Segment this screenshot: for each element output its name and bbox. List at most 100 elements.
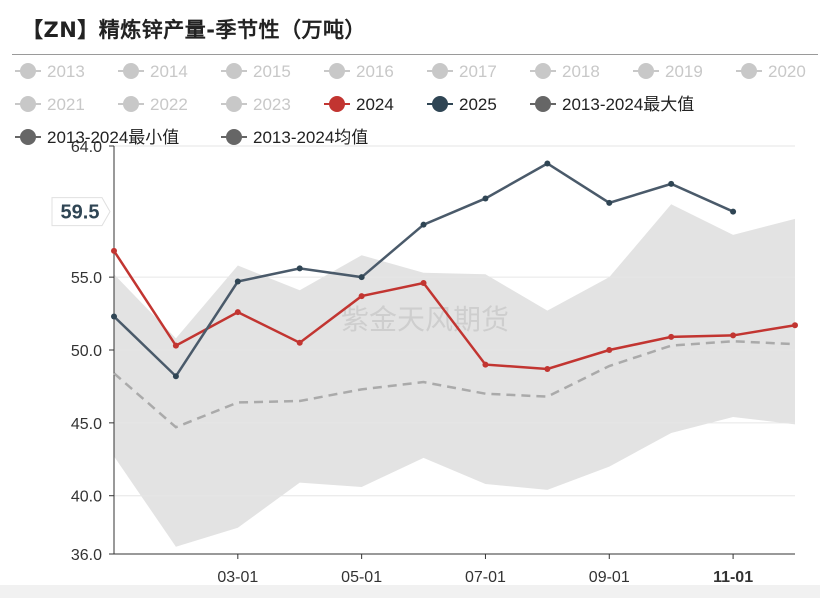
x-tick-label: 05-01 [341,569,382,585]
max-min-band [114,204,795,547]
legend-label: 2013 [47,62,85,81]
point-2024-08-01 [544,365,551,372]
axis-pointer: 59.5 [51,197,111,227]
legend-item-2015[interactable]: 2015 [221,62,291,81]
point-2024-02-01 [172,342,179,349]
legend-item-2018[interactable]: 2018 [530,62,600,81]
legend-marker-icon [20,96,36,112]
legend-label: 2020 [768,62,806,81]
legend-item-2021[interactable]: 2021 [15,95,85,114]
legend-marker-icon [329,63,345,79]
point-2024-10-01 [668,333,675,340]
point-2024-04-01 [296,339,303,346]
point-2025-07-01 [482,195,489,202]
point-2024-03-01 [234,309,241,316]
point-2025-06-01 [420,221,427,228]
legend-label: 2015 [253,62,291,81]
point-2025-11-01 [730,208,737,215]
legend-label: 2019 [665,62,703,81]
legend-item-2013[interactable]: 2013 [15,62,85,81]
legend-label: 2025 [459,95,497,114]
series-average [113,340,796,429]
legend-label: 2013-2024均值 [253,128,368,147]
legend-label: 2018 [562,62,600,81]
point-2025-09-01 [606,199,613,206]
average-line [113,340,796,429]
legend-item-2017[interactable]: 2017 [427,62,497,81]
legend-label: 2022 [150,95,188,114]
y-tick-label: 55.0 [71,270,102,287]
legend-item-2022[interactable]: 2022 [118,95,188,114]
point-2024-12-01 [792,322,798,329]
legend-item-2016[interactable]: 2016 [324,62,394,81]
legend-item-2014[interactable]: 2014 [118,62,188,81]
legend-marker-icon [432,96,448,112]
legend-marker-icon [123,96,139,112]
series-line-2024 [112,250,796,371]
legend-item-2025[interactable]: 2025 [427,95,497,114]
seasonal-line-chart: 2013 2014 2015 2016 2017 2018 2019 2020 2021 2022… [15,62,806,585]
point-2025-04-01 [296,265,303,272]
legend-label: 2013-2024最大值 [562,95,694,114]
y-tick-label: 36.0 [71,547,102,564]
series-lines [111,160,798,380]
point-2025-05-01 [358,274,365,281]
legend-item-2024[interactable]: 2024 [324,95,394,114]
point-2025-10-01 [668,180,675,187]
legend-marker-icon [432,63,448,79]
watermark: 紫金天风期货 [341,303,509,336]
y-tick-label: 64.0 [71,139,102,156]
pointer-label-text: 59.5 [61,202,100,224]
max-min-area [114,204,795,547]
x-tick-label: 11-01 [713,569,753,585]
legend-marker-icon [123,63,139,79]
point-2024-07-01 [482,361,489,368]
x-tick-label: 07-01 [465,569,506,585]
legend-item-2013-2024均值[interactable]: 2013-2024均值 [221,128,368,147]
legend-marker-icon [535,63,551,79]
point-2024-06-01 [420,279,427,286]
y-tick-label: 40.0 [71,489,102,506]
legend-item-2020[interactable]: 2020 [736,62,806,81]
legend-label: 2017 [459,62,497,81]
title-divider [12,54,818,55]
point-2024-11-01 [730,332,737,339]
chart-axes: 36.0 40.0 45.0 50.0 55.0 64.0 03-01 05-01 07-01 0… [71,139,795,585]
legend-marker-icon [741,63,757,79]
legend-label: 2023 [253,95,291,114]
legend-label: 2016 [356,62,394,81]
grid-lines [114,145,795,497]
legend-marker-icon [226,63,242,79]
legend-label: 2013-2024最小值 [47,128,179,147]
point-2025-02-01 [172,373,179,380]
legend-marker-icon [638,63,654,79]
y-tick-label: 45.0 [71,416,102,433]
legend-label: 2024 [356,95,394,114]
legend-label: 2021 [47,95,85,114]
x-tick-label: 03-01 [217,569,258,585]
legend-marker-icon [329,96,345,112]
legend-item-2013-2024最小值[interactable]: 2013-2024最小值 [15,128,179,147]
point-2024-01-01 [111,247,117,254]
watermark-text: 紫金天风期货 [341,303,509,336]
bottom-scroll-band [0,585,820,598]
legend-item-2023[interactable]: 2023 [221,95,291,114]
point-2025-08-01 [544,160,551,167]
point-2025-01-01 [111,313,117,320]
point-2024-09-01 [606,347,613,353]
legend-item-2013-2024最大值[interactable]: 2013-2024最大值 [530,95,694,114]
legend-marker-icon [20,129,36,145]
legend-marker-icon [20,63,36,79]
chart-legend: 2013 2014 2015 2016 2017 2018 2019 2020 2021 2022… [15,62,806,147]
legend-marker-icon [226,96,242,112]
pointer-label-box [51,197,111,227]
legend-marker-icon [226,129,242,145]
x-tick-label: 09-01 [589,569,630,585]
legend-label: 2014 [150,62,188,81]
chart-title: 【ZN】精炼锌产量-季节性（万吨） [22,18,367,42]
legend-marker-icon [535,96,551,112]
y-tick-label: 50.0 [71,343,102,360]
point-2025-03-01 [234,278,241,285]
point-2024-05-01 [358,293,365,300]
legend-item-2019[interactable]: 2019 [633,62,703,81]
